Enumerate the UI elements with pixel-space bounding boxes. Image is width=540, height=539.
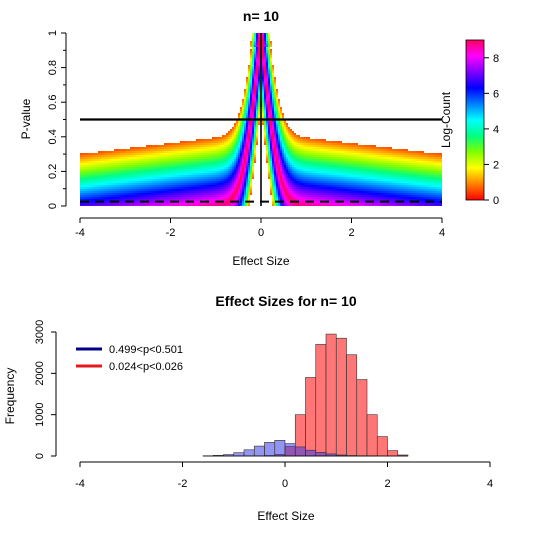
bar-red: [376, 436, 388, 457]
heatmap-density: [80, 33, 442, 206]
histogram-x-tick-label: 0: [282, 478, 288, 490]
legend: 0.499<p<0.501 0.024<p<0.026: [76, 344, 183, 373]
histogram-x-tick-label: -2: [178, 478, 188, 490]
histogram-x-tick-label: -4: [75, 478, 85, 490]
histogram-x-label: Effect Size: [257, 509, 314, 523]
colorbar-tick-label: 2: [493, 159, 499, 171]
heatmap-y-tick-label: 0.6: [47, 95, 59, 110]
bar-red: [387, 450, 399, 457]
bar-red: [346, 354, 358, 457]
histogram-y-tick-label: 3000: [34, 320, 46, 344]
histogram-x-tick-label: 2: [384, 478, 390, 490]
heatmap-axes: -4 -2 0 2 4 0 0.2 0.4 0.6 0.8 1: [47, 30, 445, 239]
bar-blue: [274, 439, 286, 457]
legend-label-blue: 0.499<p<0.501: [109, 344, 183, 356]
bar-red: [366, 414, 378, 457]
heatmap-x-label: Effect Size: [232, 254, 289, 268]
histogram-y-tick-label: 0: [34, 453, 46, 459]
colorbar-tick-label: 4: [493, 124, 499, 136]
bar-blue: [305, 449, 317, 457]
heatmap-x-tick-label: 0: [258, 227, 264, 239]
colorbar-tick-label: 6: [493, 88, 499, 100]
bar-red: [325, 333, 337, 457]
bar-blue: [294, 446, 306, 457]
heatmap-y-label: P-value: [19, 98, 33, 139]
heatmap-y-tick-label: 0.2: [47, 164, 59, 179]
bar-blue: [233, 452, 245, 457]
series-red-bars: [264, 333, 409, 457]
bar-red: [356, 379, 368, 457]
heatmap-x-tick-label: 4: [439, 227, 445, 239]
histogram-x-tick-label: 4: [487, 478, 493, 490]
histogram-axes: -4 -2 0 2 4 0 1000 2000 3000: [34, 320, 493, 490]
histogram-y-label: Frequency: [3, 368, 17, 425]
heatmap-panel: n= 10 -4 -2 0 2 400.20.40.60.81 Effect Size …: [19, 8, 499, 268]
bar-blue: [315, 451, 327, 457]
heatmap-x-tick-label: -2: [166, 227, 176, 239]
heatmap-y-tick-label: 0.4: [47, 129, 59, 144]
heatmap-title: n= 10: [243, 8, 279, 24]
heatmap-y-tick-label: 0: [47, 203, 59, 209]
bar-red: [315, 344, 327, 457]
heatmap-x-tick-label: 2: [348, 227, 354, 239]
bar-blue: [243, 449, 255, 457]
heatmap-y-tick-label: 0.8: [47, 60, 59, 75]
colorbar-tick-label: 8: [493, 53, 499, 65]
histogram-y-tick-label: 2000: [34, 361, 46, 385]
bar-red: [335, 337, 347, 457]
heatmap-x-tick-label: -4: [75, 227, 85, 239]
heatmap-y-tick-label: 1: [47, 30, 59, 36]
bar-blue: [284, 443, 296, 457]
histogram-panel: Effect Sizes for n= 10 -4 -2 0 2 4 0 1000 2000 3…: [3, 293, 493, 523]
colorbar-tick-label: 0: [493, 195, 499, 207]
colorbar-label: Log-Count: [439, 91, 453, 148]
colorbar-ticks: 0 2 4 6 8: [484, 53, 499, 207]
legend-label-red: 0.024<p<0.026: [109, 361, 183, 373]
histogram-title: Effect Sizes for n= 10: [215, 293, 356, 309]
bar-blue: [253, 445, 265, 457]
bar-red: [305, 377, 317, 457]
bar-blue: [264, 442, 276, 457]
histogram-y-tick-label: 1000: [34, 402, 46, 426]
colorbar: [465, 39, 485, 201]
